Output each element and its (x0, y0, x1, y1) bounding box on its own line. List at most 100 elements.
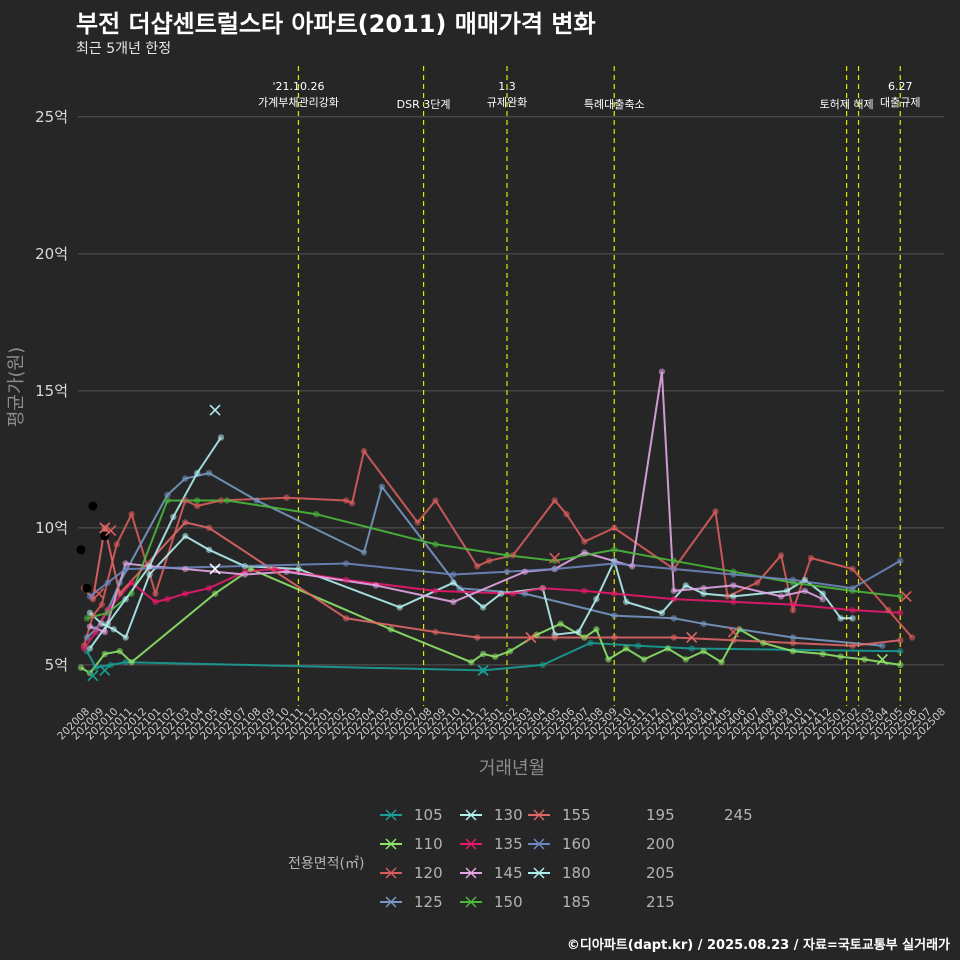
data-point-130 (497, 590, 505, 597)
data-point-160 (342, 560, 350, 567)
data-point-150 (164, 497, 171, 504)
data-point-130 (783, 587, 791, 595)
x-marker-stroke (549, 552, 561, 564)
data-point-130 (146, 571, 153, 578)
x-marker (549, 552, 561, 564)
data-point-160 (670, 565, 678, 573)
data-point-135 (182, 590, 189, 597)
data-point-130 (396, 604, 403, 611)
legend-entry-125: 125 (380, 893, 443, 911)
data-point-110 (491, 653, 499, 660)
data-point-130 (849, 615, 856, 622)
data-point-150 (83, 615, 91, 622)
data-point-110 (664, 645, 672, 652)
data-point-other (76, 545, 86, 555)
legend-entry-185: 185 (562, 893, 591, 911)
data-point-110 (479, 650, 487, 658)
x-marker (93, 588, 105, 600)
x-marker (477, 664, 489, 676)
data-point-130 (205, 546, 213, 553)
x-marker-stroke (105, 525, 117, 537)
data-point-120 (98, 601, 106, 608)
data-point-145 (819, 595, 826, 603)
data-point-150 (503, 552, 511, 559)
data-point-110 (605, 656, 612, 663)
x-marker-stroke (93, 588, 105, 600)
data-point-135 (92, 628, 100, 636)
legend-key (465, 867, 477, 879)
data-point-125 (253, 497, 260, 504)
data-point-135 (205, 584, 213, 592)
data-point-110 (77, 664, 85, 671)
y-tick-label: 5억 (45, 656, 68, 674)
data-point-110 (819, 650, 826, 658)
legend-label: 215 (646, 893, 675, 911)
data-point-145 (182, 565, 189, 573)
data-point-125 (789, 634, 797, 641)
data-point-120 (724, 593, 731, 600)
event-label: 가계부채관리강화 (258, 96, 339, 109)
data-point-130 (122, 634, 129, 641)
y-tick-label: 25억 (35, 108, 68, 126)
legend-label: 145 (494, 864, 523, 882)
data-point-130 (479, 604, 487, 611)
data-point-105 (587, 639, 594, 647)
legend-label: 180 (562, 864, 591, 882)
data-point-130 (110, 626, 117, 633)
data-point-145 (372, 582, 380, 589)
data-point-160 (503, 568, 511, 575)
x-marker (99, 664, 111, 676)
data-point-135 (432, 587, 439, 595)
event-label: 6.27 (888, 80, 913, 93)
data-point-145 (122, 560, 129, 567)
series-line-130 (89, 534, 853, 640)
data-point-155 (670, 634, 678, 641)
data-point-120 (611, 524, 618, 532)
data-point-110 (760, 639, 767, 647)
data-point-other (88, 501, 98, 511)
series-lines (80, 371, 913, 675)
data-point-130 (295, 565, 302, 573)
legend-entry-110: 110 (380, 835, 443, 853)
data-point-120 (414, 519, 421, 526)
legend-entry-145: 145 (460, 864, 523, 882)
data-point-155 (116, 590, 123, 597)
data-point-120 (908, 634, 916, 641)
legend-label: 195 (646, 806, 675, 824)
data-point-110 (837, 653, 844, 660)
data-point-120 (432, 497, 439, 504)
data-point-125 (116, 579, 123, 586)
legend-label: 200 (646, 835, 675, 853)
data-point-130 (801, 576, 809, 584)
data-point-155 (730, 637, 737, 644)
legend-entry-155: 155 (528, 806, 591, 824)
x-marker (876, 653, 888, 665)
data-point-135 (342, 576, 350, 584)
legend-key (533, 838, 545, 850)
data-point-other (82, 583, 92, 593)
data-point-120 (885, 606, 892, 614)
data-point-155 (205, 524, 213, 532)
data-point-130 (682, 582, 689, 589)
legend-entry-135: 135 (460, 835, 523, 853)
data-point-135 (730, 598, 737, 606)
data-point-130 (86, 609, 94, 617)
data-point-135 (581, 587, 588, 595)
legend-key (385, 838, 397, 850)
legend-label: 155 (562, 806, 591, 824)
data-point-155 (474, 634, 481, 641)
data-point-105 (897, 647, 904, 655)
data-point-135 (539, 584, 546, 592)
gridlines (78, 116, 944, 666)
data-point-120 (563, 510, 570, 518)
data-points (76, 368, 916, 682)
data-point-160 (849, 584, 856, 592)
data-point-110 (640, 656, 648, 663)
data-point-180 (217, 434, 225, 441)
data-point-145 (101, 628, 109, 636)
legend-entry-245: 245 (724, 806, 753, 824)
data-point-135 (80, 645, 88, 652)
data-point-125 (611, 612, 618, 619)
y-axis-ticks: 5억 10억 15억 20억 25억 (35, 108, 68, 674)
